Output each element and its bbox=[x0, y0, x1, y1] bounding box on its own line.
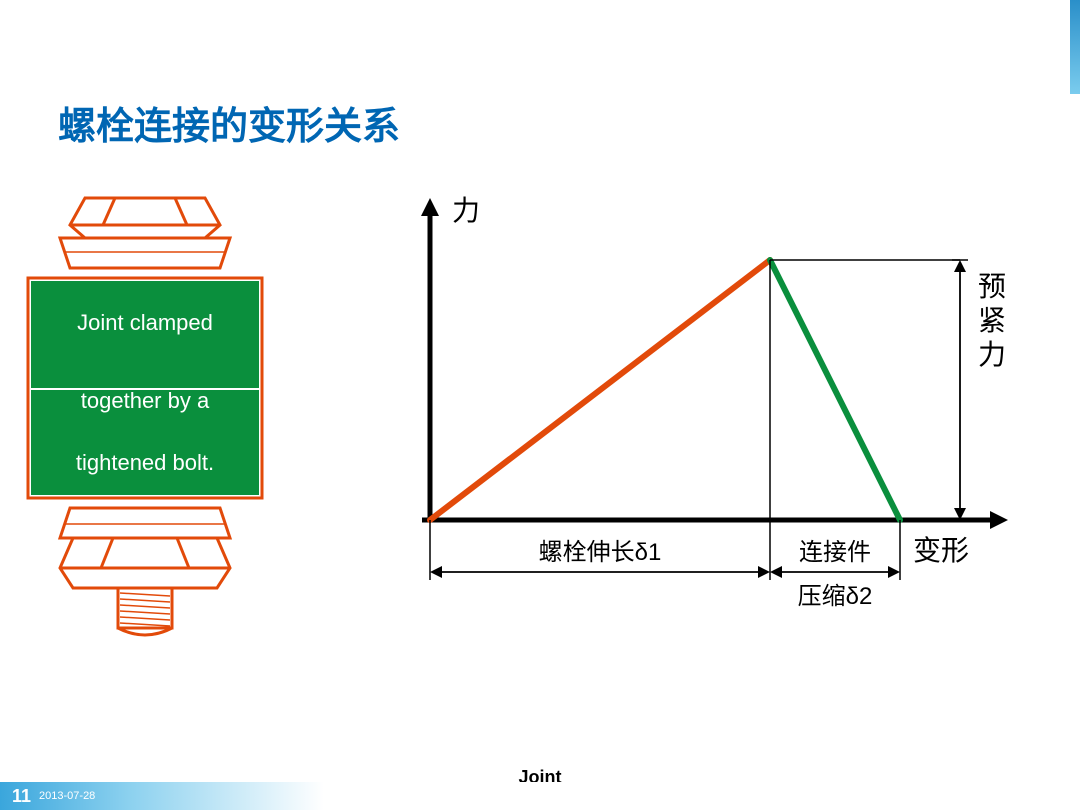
svg-text:预: 预 bbox=[978, 271, 1006, 302]
svg-text:力: 力 bbox=[452, 195, 480, 226]
bolt-assembly-diagram: Joint clamped together by a tightened bolt… bbox=[25, 190, 265, 650]
svg-text:Joint clamped: Joint clamped bbox=[77, 310, 213, 335]
svg-text:紧: 紧 bbox=[978, 305, 1006, 336]
footer-date: 2013-07-28 bbox=[39, 790, 95, 802]
footer-bar: 11 2013-07-28 bbox=[0, 782, 1080, 810]
svg-text:压缩δ2: 压缩δ2 bbox=[798, 583, 873, 610]
decorative-side-stripe bbox=[1070, 0, 1080, 94]
svg-text:连接件: 连接件 bbox=[799, 539, 871, 566]
svg-text:tightened bolt.: tightened bolt. bbox=[76, 450, 214, 475]
svg-text:力: 力 bbox=[978, 339, 1006, 370]
slide-title: 螺栓连接的变形关系 bbox=[58, 95, 400, 150]
svg-text:变形: 变形 bbox=[913, 535, 969, 566]
force-deformation-chart: 力变形螺栓伸长δ1连接件压缩δ2预紧力 bbox=[400, 190, 1040, 630]
svg-text:螺栓伸长δ1: 螺栓伸长δ1 bbox=[539, 539, 662, 566]
footer-page-number: 11 bbox=[12, 786, 31, 807]
svg-text:together by a: together by a bbox=[81, 388, 210, 413]
